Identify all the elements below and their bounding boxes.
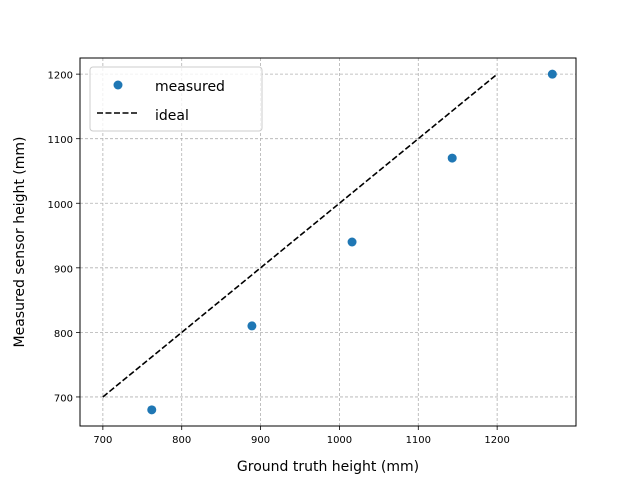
measured-point bbox=[147, 405, 157, 415]
y-tick-label: 700 bbox=[54, 393, 73, 404]
grid-lines bbox=[80, 58, 576, 426]
measured-point bbox=[347, 237, 357, 247]
y-tick-label: 900 bbox=[54, 264, 73, 275]
x-tick-label: 800 bbox=[172, 435, 191, 446]
y-tick-label: 1100 bbox=[48, 135, 73, 146]
measured-point bbox=[447, 153, 457, 163]
x-axis-ticks: 700 800 900 1000 1100 1200 bbox=[93, 426, 510, 446]
y-tick-label: 1000 bbox=[48, 200, 73, 211]
measured-point bbox=[547, 69, 557, 79]
measured-points-series bbox=[147, 69, 557, 415]
x-tick-label: 1200 bbox=[484, 435, 509, 446]
y-axis-ticks: 700 800 900 1000 1100 1200 bbox=[48, 71, 80, 404]
legend: measured ideal bbox=[89, 66, 263, 132]
legend-box bbox=[89, 66, 263, 132]
y-tick-label: 800 bbox=[54, 329, 73, 340]
legend-ideal-label: ideal bbox=[155, 108, 189, 124]
legend-measured-label: measured bbox=[155, 79, 225, 95]
y-tick-label: 1200 bbox=[48, 71, 73, 82]
plot-area-frame bbox=[79, 57, 577, 427]
x-tick-label: 1100 bbox=[406, 435, 431, 446]
legend-measured-marker-icon bbox=[113, 80, 123, 90]
x-tick-label: 700 bbox=[93, 435, 112, 446]
x-tick-label: 900 bbox=[251, 435, 270, 446]
x-tick-label: 1000 bbox=[327, 435, 352, 446]
x-axis-label: Ground truth height (mm) bbox=[237, 459, 419, 475]
measured-point bbox=[247, 321, 257, 331]
y-axis-label: Measured sensor height (mm) bbox=[12, 137, 28, 348]
